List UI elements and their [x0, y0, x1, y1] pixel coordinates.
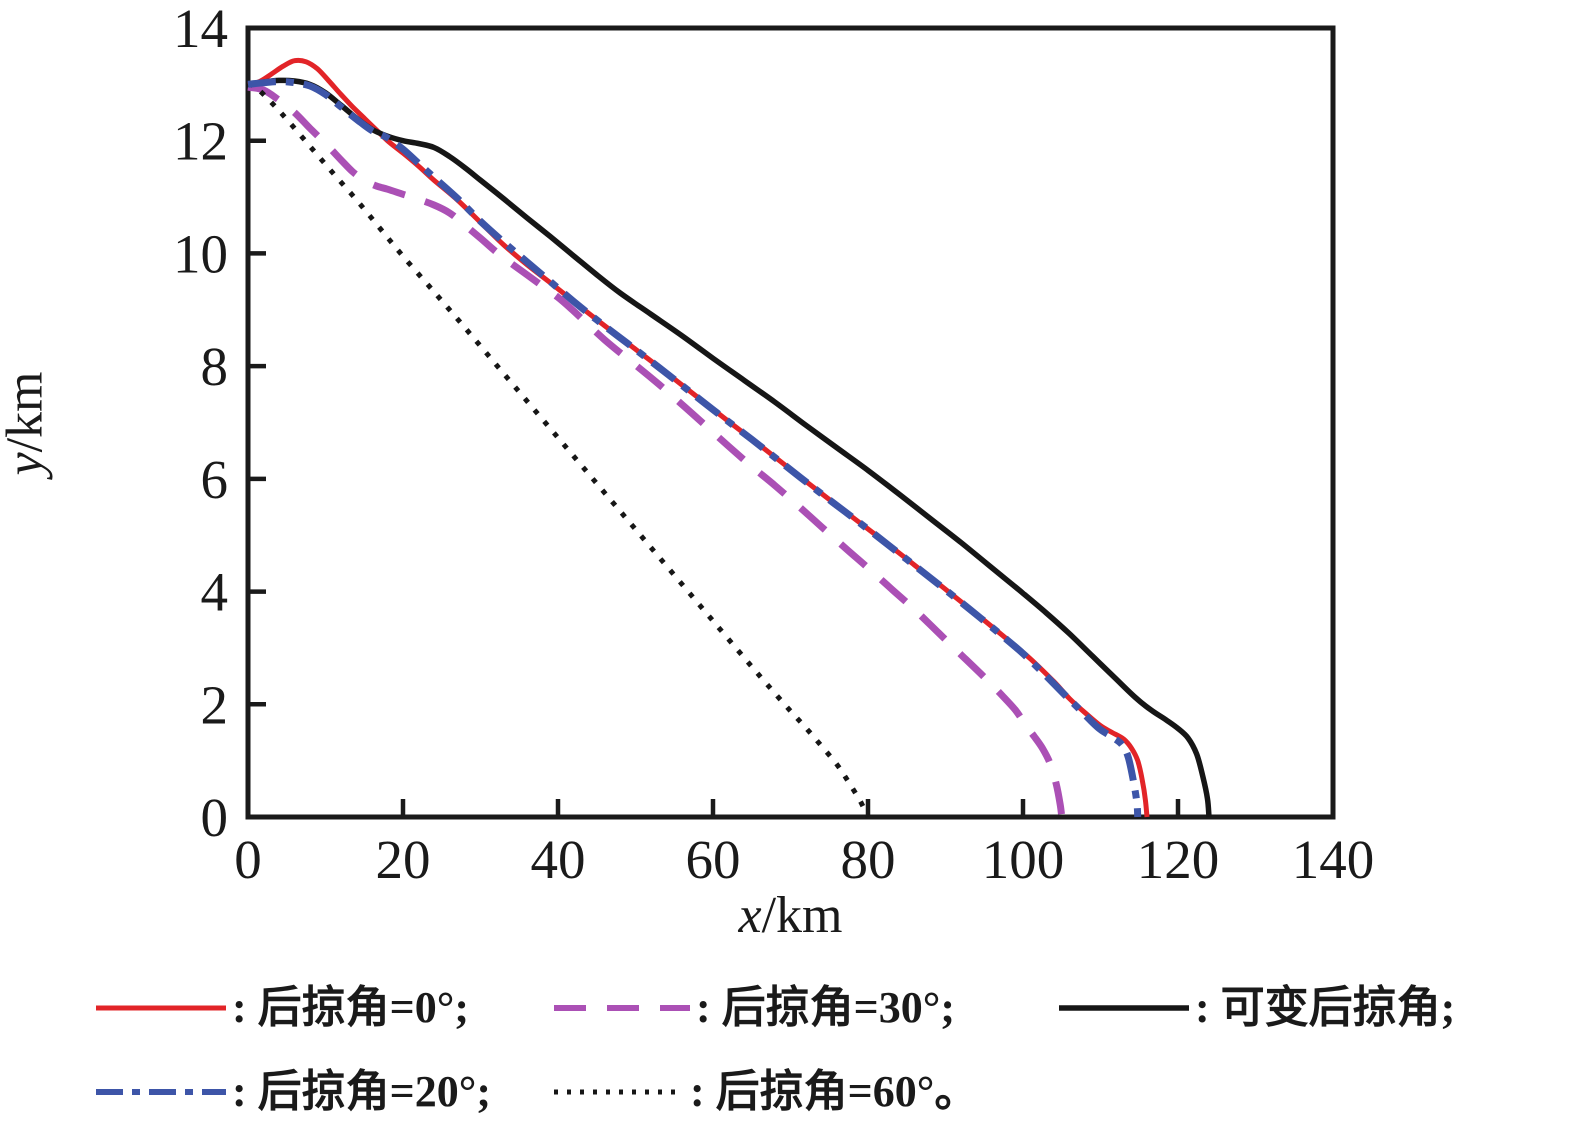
legend-item-sweep-30: : 后掠角=30°; [553, 982, 955, 1034]
x-tick-label: 60 [686, 829, 741, 890]
x-tick-label: 20 [376, 829, 431, 890]
y-axis-label: y/km [0, 94, 55, 754]
x-tick-label: 140 [1292, 829, 1375, 890]
legend-sample-solid-red-line [96, 1005, 226, 1011]
legend-sample-dotted-black-line [554, 1089, 684, 1095]
x-axis-label-unit: /km [761, 887, 843, 944]
series-line-solid-0 [247, 57, 1150, 818]
y-tick-label: 10 [173, 223, 228, 284]
x-tick-label: 0 [234, 829, 262, 890]
legend-item-sweep-20: : 后掠角=20°; [95, 1066, 491, 1118]
plot-frame [245, 25, 1336, 820]
legend-item-variable-sweep: : 可变后掠角; [1058, 982, 1455, 1034]
legend-item-sweep-60: : 后掠角=60°。 [553, 1066, 978, 1118]
y-tick-label: 2 [201, 674, 229, 735]
legend-sample-solid-black-line [1059, 1005, 1189, 1011]
y-tick-label: 12 [173, 111, 228, 172]
x-tick-label: 120 [1137, 829, 1220, 890]
legend-label: : 可变后掠角; [1195, 983, 1456, 1032]
legend-label: : 后掠角=0°; [232, 983, 469, 1032]
legend-item-sweep-0: : 后掠角=0°; [95, 982, 469, 1034]
series-line-dashdot-3 [247, 78, 1142, 818]
x-tick-label: 80 [841, 829, 896, 890]
legend-sample-dashed-purple-line [554, 1005, 690, 1011]
y-tick-label: 6 [201, 449, 229, 510]
legend-label: : 后掠角=20°; [232, 1067, 491, 1116]
y-tick-label: 14 [173, 0, 228, 59]
series-line-dotted-4 [247, 81, 871, 819]
x-tick-label: 100 [982, 829, 1065, 890]
y-tick-label: 0 [201, 787, 229, 848]
x-tick-label: 40 [531, 829, 586, 890]
legend-label: : 后掠角=60°。 [690, 1067, 979, 1116]
x-axis-label: x/km [248, 886, 1333, 945]
series-line-dashed-2 [247, 83, 1066, 818]
y-tick-label: 8 [201, 336, 229, 397]
y-axis-label-unit: /km [0, 371, 54, 453]
legend-label: : 后掠角=30°; [696, 983, 955, 1032]
y-tick-label: 4 [201, 562, 229, 623]
y-axis-label-variable: y [0, 452, 54, 476]
x-axis-label-variable: x [738, 887, 762, 944]
legend-sample-dashdot-blue-line [96, 1089, 226, 1095]
